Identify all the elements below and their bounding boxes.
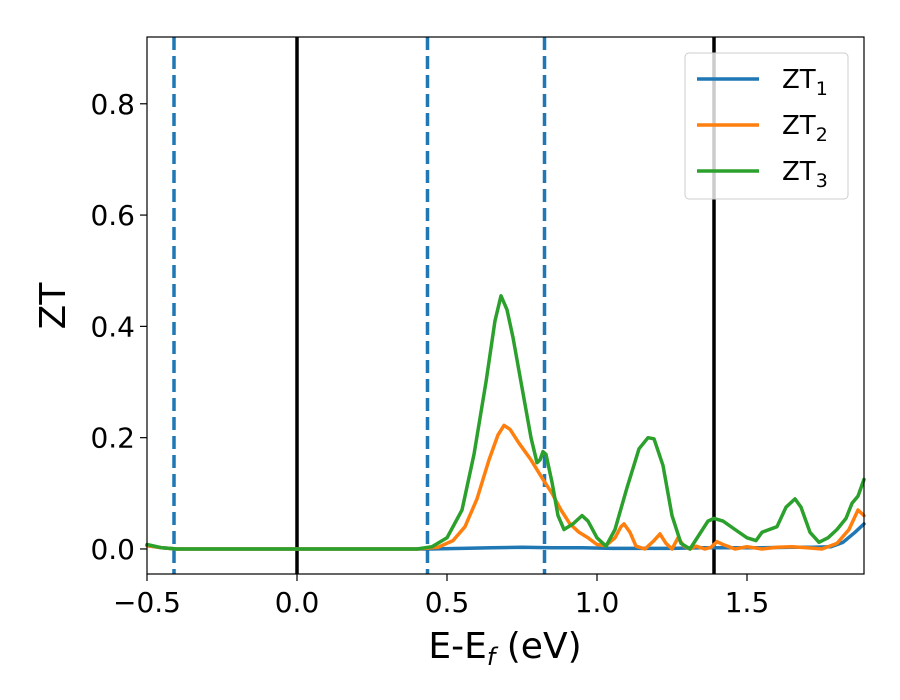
plot-frame xyxy=(146,36,865,575)
y-tick-label-3: 0.4 xyxy=(90,310,135,343)
legend-box xyxy=(684,52,849,200)
y-tick-label-5: 0.8 xyxy=(90,88,135,121)
reference-lines xyxy=(172,37,716,574)
series-lines xyxy=(145,294,866,551)
y-axis-ticks: 0.0 0.2 0.4 0.6 0.8 xyxy=(90,88,147,566)
legend-label-1: ZT1 xyxy=(782,65,828,100)
series-line-1 xyxy=(145,522,866,551)
x-tick-label-1: −0.5 xyxy=(113,586,181,619)
x-tick-label-5: 1.5 xyxy=(725,586,770,619)
y-tick-label-2: 0.2 xyxy=(90,422,135,455)
x-axis-ticks: −0.5 0.0 0.5 1.0 1.5 xyxy=(113,574,769,619)
legend-label-2: ZT2 xyxy=(782,111,828,146)
y-tick-label-1: 0.0 xyxy=(90,533,135,566)
y-tick-label-4: 0.6 xyxy=(90,199,135,232)
x-tick-label-4: 1.0 xyxy=(575,586,620,619)
series-line-2 xyxy=(145,423,866,551)
legend-label-3: ZT3 xyxy=(782,157,828,192)
x-tick-label-3: 0.5 xyxy=(425,586,470,619)
legend: ZT1 ZT2 ZT3 xyxy=(684,52,849,200)
series-line-3 xyxy=(145,294,866,551)
x-tick-label-2: 0.0 xyxy=(275,586,320,619)
y-axis-label: ZT xyxy=(33,282,74,330)
x-axis-label: E-Ef (eV) xyxy=(428,626,581,671)
